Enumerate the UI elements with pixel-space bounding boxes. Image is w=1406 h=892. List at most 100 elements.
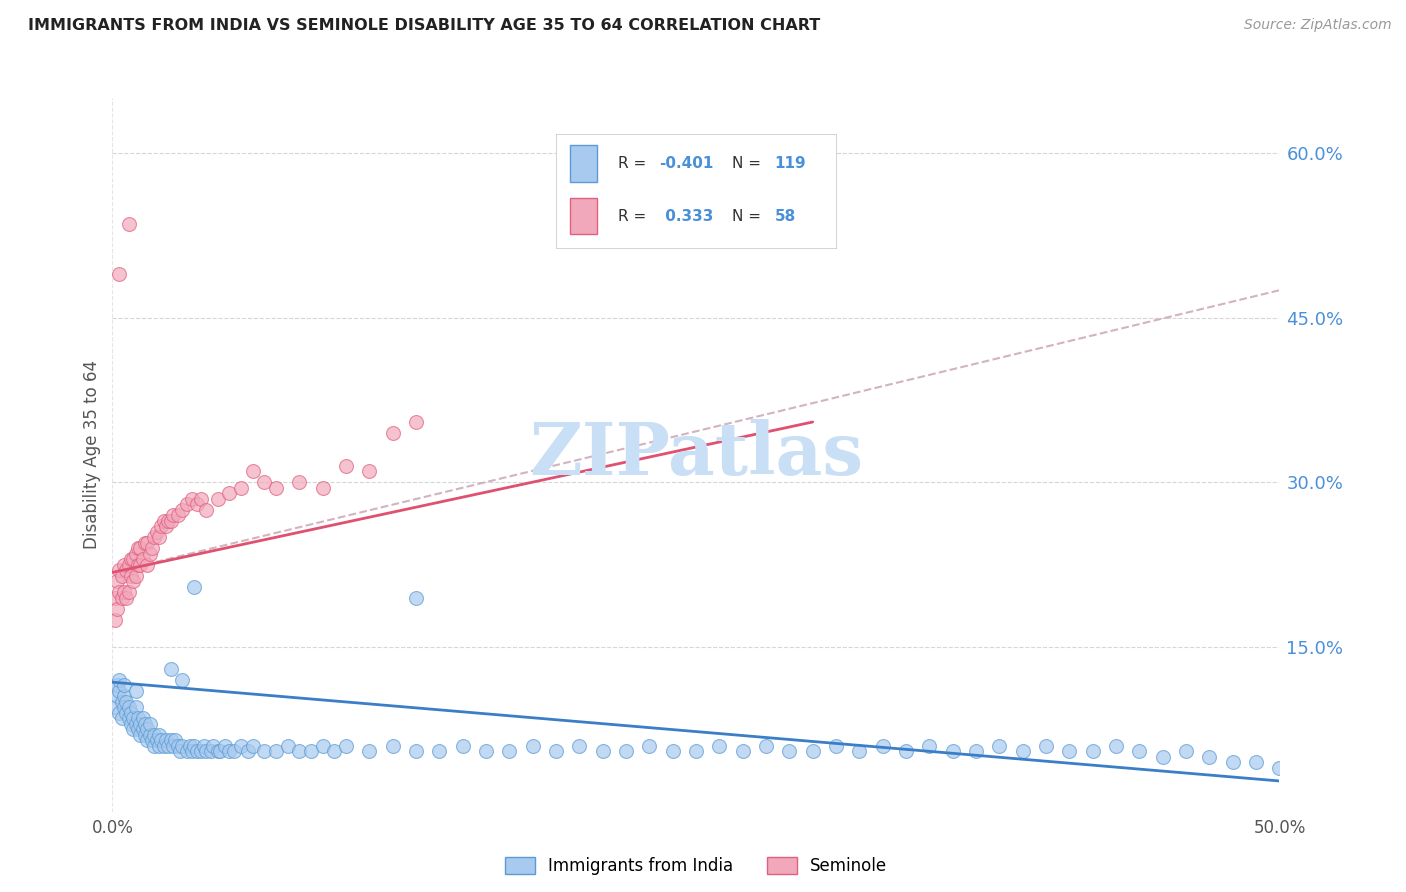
Point <box>179 739 201 753</box>
Point <box>155 733 177 747</box>
Point <box>755 739 778 753</box>
Point <box>180 491 202 506</box>
Point <box>122 723 145 737</box>
Point <box>141 541 163 556</box>
Point <box>120 568 142 582</box>
Point <box>141 733 163 747</box>
Point <box>118 218 141 232</box>
Point <box>264 744 287 758</box>
Point <box>218 744 240 758</box>
Point <box>120 552 142 566</box>
Point <box>299 744 322 758</box>
Point <box>614 744 637 758</box>
Point <box>115 563 138 577</box>
Point <box>150 733 173 747</box>
Point <box>1105 739 1128 753</box>
Point <box>894 744 917 758</box>
Point <box>125 547 148 561</box>
Point <box>111 711 134 725</box>
Point <box>120 717 142 731</box>
Point <box>498 744 520 758</box>
Point <box>105 601 128 615</box>
Point <box>118 585 141 599</box>
Point <box>801 744 824 758</box>
Point <box>242 464 264 478</box>
Legend: Immigrants from India, Seminole: Immigrants from India, Seminole <box>505 856 887 875</box>
Point <box>105 690 128 704</box>
Point <box>160 662 183 676</box>
Point <box>335 739 357 753</box>
Text: N =: N = <box>733 156 766 171</box>
Point <box>111 695 134 709</box>
Point <box>190 491 212 506</box>
Point <box>125 684 148 698</box>
Point <box>112 690 135 704</box>
Point <box>111 568 134 582</box>
Point <box>160 514 183 528</box>
Point <box>108 706 131 720</box>
Point <box>157 739 180 753</box>
Text: 119: 119 <box>775 156 806 171</box>
Point <box>136 535 159 549</box>
Point <box>172 503 194 517</box>
Point <box>335 458 357 473</box>
Point <box>194 503 217 517</box>
Point <box>125 568 148 582</box>
Point <box>169 744 191 758</box>
Point <box>1152 749 1174 764</box>
Point <box>165 733 187 747</box>
Point <box>148 728 170 742</box>
Point <box>134 728 156 742</box>
Point <box>134 535 156 549</box>
Point <box>222 744 245 758</box>
Point <box>194 744 217 758</box>
Point <box>592 744 614 758</box>
Point <box>129 717 152 731</box>
Point <box>965 744 987 758</box>
Point <box>108 684 131 698</box>
Point <box>176 497 198 511</box>
Point <box>207 491 229 506</box>
Point <box>105 574 128 589</box>
Point <box>323 744 346 758</box>
Point <box>105 678 128 692</box>
Point <box>108 585 131 599</box>
Point <box>848 744 870 758</box>
Point <box>162 508 184 523</box>
Text: IMMIGRANTS FROM INDIA VS SEMINOLE DISABILITY AGE 35 TO 64 CORRELATION CHART: IMMIGRANTS FROM INDIA VS SEMINOLE DISABI… <box>28 18 820 33</box>
Text: -0.401: -0.401 <box>659 156 714 171</box>
Point <box>129 558 152 572</box>
Point <box>918 739 941 753</box>
Y-axis label: Disability Age 35 to 64: Disability Age 35 to 64 <box>83 360 101 549</box>
Point <box>118 711 141 725</box>
Point <box>108 563 131 577</box>
Point <box>172 739 194 753</box>
Point <box>200 744 222 758</box>
Point <box>115 706 138 720</box>
Point <box>115 695 138 709</box>
Point <box>104 613 127 627</box>
Point <box>108 267 131 281</box>
Point <box>139 728 162 742</box>
Point <box>1128 744 1150 758</box>
Point <box>825 739 848 753</box>
Text: R =: R = <box>617 209 651 224</box>
Point <box>143 728 166 742</box>
Point <box>127 541 149 556</box>
Point <box>186 744 208 758</box>
Point <box>311 481 333 495</box>
Point <box>129 541 152 556</box>
Point <box>153 514 176 528</box>
Point <box>108 673 131 687</box>
Point <box>1222 756 1244 770</box>
Point <box>311 739 333 753</box>
Point <box>381 739 404 753</box>
Point <box>115 591 138 605</box>
Point <box>122 574 145 589</box>
Point <box>544 744 567 758</box>
FancyBboxPatch shape <box>569 198 598 235</box>
Point <box>1035 739 1057 753</box>
Point <box>451 739 474 753</box>
Point <box>229 481 252 495</box>
Point <box>1244 756 1267 770</box>
